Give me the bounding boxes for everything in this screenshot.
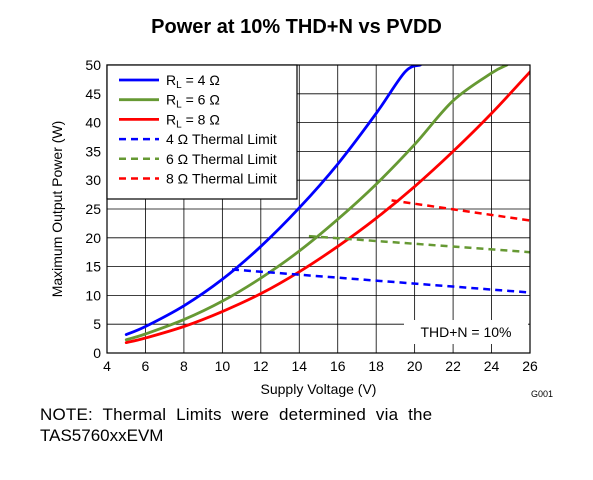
legend-box: [106, 64, 298, 200]
annotation-text: THD+N = 10%: [420, 324, 511, 340]
series-line-6: [391, 199, 530, 222]
y-tick-label: 5: [93, 316, 101, 332]
x-tick-label: 22: [445, 358, 461, 374]
chart-title: Power at 10% THD+N vs PVDD: [151, 16, 442, 38]
y-tick-label: 35: [85, 143, 101, 159]
series-line-4: [231, 268, 530, 294]
x-tick-label: 24: [484, 358, 500, 374]
x-tick-label: 6: [142, 358, 150, 374]
x-tick-label: 20: [407, 358, 423, 374]
legend: RL = 4 ΩRL = 6 ΩRL = 8 Ω4 Ω Thermal Limi…: [106, 64, 298, 200]
legend-label-4: 4 Ω Thermal Limit: [166, 131, 277, 147]
series-line-5: [308, 234, 530, 254]
series-line-1: [124, 65, 422, 336]
x-tick-label: 8: [180, 358, 188, 374]
series-layer: [124, 65, 530, 345]
x-axis-title: Supply Voltage (V): [261, 381, 377, 397]
x-tick-label: 12: [253, 358, 269, 374]
legend-label-5: 6 Ω Thermal Limit: [166, 151, 277, 167]
y-tick-label: 25: [85, 201, 101, 217]
legend-label-3: RL = 8 Ω: [166, 111, 220, 130]
figure-id: G001: [531, 389, 553, 399]
legend-label-6: 8 Ω Thermal Limit: [166, 171, 277, 187]
y-tick-label: 0: [93, 345, 101, 361]
x-tick-label: 16: [330, 358, 346, 374]
series-line-3: [124, 70, 530, 345]
chart: 4 6 8 10 12 14 16 18 20 22 24 26 0 5 10 15 20 25 30 35 40 45 5…: [49, 57, 553, 399]
x-tick-label: 18: [368, 358, 384, 374]
annotation-background: [404, 320, 528, 344]
y-tick-label: 30: [85, 172, 101, 188]
series-line-2: [124, 65, 509, 342]
y-tick-label: 40: [85, 115, 101, 131]
plot-frame: [106, 64, 531, 354]
x-tick-label: 4: [103, 358, 111, 374]
x-tick-label: 14: [291, 358, 307, 374]
y-tick-label: 45: [85, 86, 101, 102]
legend-label-2: RL = 6 Ω: [166, 92, 220, 111]
y-tick-label: 15: [85, 259, 101, 275]
legend-label-1: RL = 4 Ω: [166, 72, 220, 91]
y-axis-title: Maximum Output Power (W): [49, 121, 65, 298]
x-tick-label: 26: [522, 358, 538, 374]
note-line-1: NOTE: Thermal Limits were determined via…: [40, 405, 433, 424]
y-tick-label: 20: [85, 230, 101, 246]
annotation-box: THD+N = 10%: [404, 320, 528, 344]
note-line-2: TAS5760xxEVM: [40, 426, 164, 445]
y-tick-label: 10: [85, 287, 101, 303]
tick-labels: 4 6 8 10 12 14 16 18 20 22 24 26 0 5 10 15 20 25 30 35 40 45 5…: [85, 57, 538, 374]
x-tick-label: 10: [215, 358, 231, 374]
y-tick-label: 50: [85, 57, 101, 73]
